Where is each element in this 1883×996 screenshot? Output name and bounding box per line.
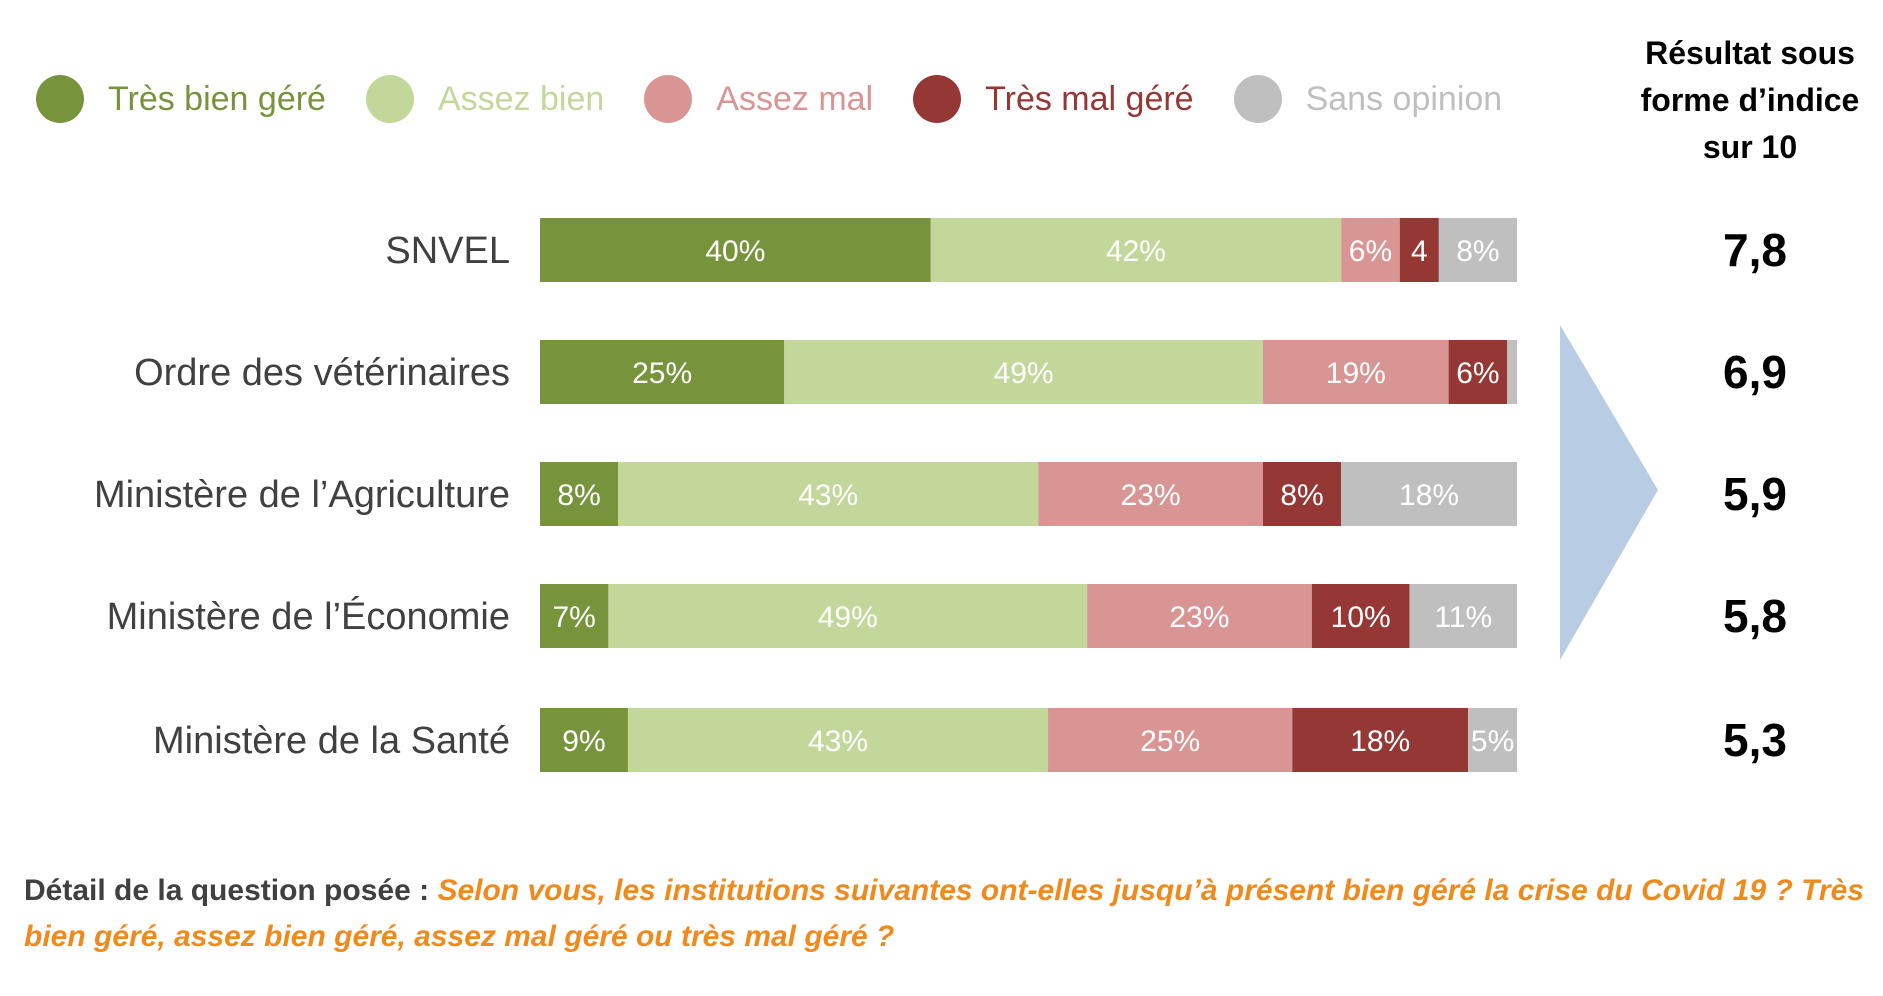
category-label: Ministère de l’Agriculture — [94, 474, 510, 516]
index-value: 5,9 — [1723, 468, 1787, 520]
bar-segment — [1341, 218, 1400, 282]
question-label: Détail de la question posée : — [24, 874, 438, 907]
data-label: 23% — [1121, 479, 1181, 512]
legend-label: Très bien géré — [108, 79, 326, 118]
data-label: 8% — [557, 479, 600, 512]
data-label: 40% — [705, 235, 765, 268]
legend-swatch — [644, 75, 693, 123]
data-label: 43% — [808, 725, 868, 758]
bar-segment — [1409, 584, 1517, 648]
data-label: 8% — [1280, 479, 1323, 512]
bar-segment — [540, 218, 931, 282]
data-label: 18% — [1399, 479, 1459, 512]
legend-label: Assez mal — [716, 79, 874, 118]
bar-segment — [1262, 340, 1449, 404]
bar-segment — [1468, 708, 1517, 772]
bar-segment — [1399, 218, 1439, 282]
bar-segment — [784, 340, 1263, 404]
legend-swatch — [365, 75, 414, 123]
legend-label: Sans opinion — [1305, 79, 1503, 118]
bar-segment — [1292, 708, 1469, 772]
data-label: 18% — [1350, 725, 1410, 758]
legend-swatch — [1233, 75, 1282, 123]
category-label: SNVEL — [385, 230, 510, 272]
arrow-shape — [1560, 325, 1658, 660]
index-value: 7,8 — [1723, 224, 1787, 276]
bar-segment — [540, 584, 609, 648]
data-label: 23% — [1169, 601, 1229, 634]
data-label: 5% — [1471, 725, 1514, 758]
data-label: 6% — [1456, 357, 1499, 390]
bar-segment — [627, 708, 1049, 772]
data-label: 25% — [1140, 725, 1200, 758]
bar-segment — [930, 218, 1342, 282]
bar-segment — [1341, 462, 1517, 526]
data-label: 19% — [1326, 357, 1386, 390]
question-text: Selon vous, les institutions suivantes o… — [24, 874, 1864, 953]
data-label: 10% — [1331, 601, 1391, 634]
bar-segment — [1507, 340, 1517, 404]
legend-swatch — [36, 75, 84, 123]
bar-segment — [540, 462, 619, 526]
legend-item: Sans opinion — [1233, 75, 1503, 123]
question-detail: Détail de la question posée : Selon vous… — [24, 868, 1874, 960]
bar-segment — [1038, 462, 1263, 526]
bar-segment — [1438, 218, 1517, 282]
bar-segment — [1048, 708, 1293, 772]
legend-item: Assez mal — [644, 75, 873, 123]
data-label: 9% — [562, 725, 605, 758]
legend-item: Très mal géré — [913, 75, 1194, 123]
data-label: 25% — [632, 357, 692, 390]
data-label: 43% — [798, 479, 858, 512]
legend-item: Très bien géré — [36, 75, 326, 123]
data-label: 6% — [1349, 235, 1392, 268]
bar-segment — [608, 584, 1088, 648]
data-label: 11% — [1434, 601, 1492, 634]
category-label: Ordre des vétérinaires — [134, 352, 510, 394]
data-label: 49% — [994, 357, 1054, 390]
data-label: 49% — [818, 601, 878, 634]
legend-label: Très mal géré — [985, 79, 1194, 118]
index-column-title: Résultat sous forme d’indice sur 10 — [1640, 35, 1860, 165]
data-label: 42% — [1106, 235, 1166, 268]
bar-segment — [540, 708, 628, 772]
category-label: Ministère de l’Économie — [107, 595, 510, 638]
category-label: Ministère de la Santé — [153, 720, 510, 762]
index-value: 5,3 — [1723, 714, 1787, 766]
bar-segment — [540, 340, 785, 404]
bar-segment — [1311, 584, 1410, 648]
bar-segment — [1262, 462, 1342, 526]
data-label: 4 — [1411, 235, 1428, 268]
legend-label: Assez bien — [437, 79, 605, 118]
data-label: 7% — [553, 601, 596, 634]
stacked-bar-chart: SNVEL 40% 42% 6% 4 8% 7,8 Ordre des vétérinaire… — [94, 218, 1787, 772]
index-value: 6,9 — [1723, 346, 1787, 398]
legend-item: Assez bien — [365, 75, 605, 123]
legend-swatch — [913, 75, 962, 123]
index-value: 5,8 — [1723, 590, 1787, 642]
bar-segment — [1448, 340, 1508, 404]
data-label: 8% — [1456, 235, 1499, 268]
bar-segment — [1087, 584, 1312, 648]
chart-legend: Très bien géré Assez bien Assez mal Très ma… — [36, 74, 1542, 124]
bar-segment — [618, 462, 1039, 526]
